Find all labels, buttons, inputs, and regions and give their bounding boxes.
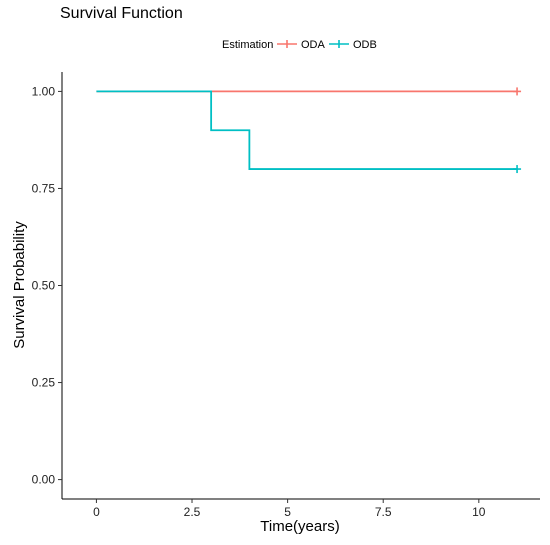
x-tick-label: 5 bbox=[284, 505, 291, 519]
y-tick-label: 0.25 bbox=[32, 376, 56, 390]
y-axis-ticks: 0.00 0.25 0.50 0.75 1.00 bbox=[32, 84, 62, 487]
censor-mark-odb bbox=[513, 165, 522, 174]
x-tick-label: 0 bbox=[93, 505, 100, 519]
x-tick-label: 2.5 bbox=[184, 505, 201, 519]
x-tick-label: 10 bbox=[472, 505, 486, 519]
y-tick-label: 1.00 bbox=[32, 84, 56, 98]
x-axis-ticks: 0 2.5 5 7.5 10 bbox=[93, 499, 486, 519]
legend-item-odb: ODB bbox=[329, 39, 377, 51]
y-tick-label: 0.00 bbox=[32, 473, 56, 487]
legend-item-oda: ODA bbox=[277, 39, 326, 51]
legend: Estimation ODA ODB bbox=[222, 39, 377, 51]
legend-label-oda: ODA bbox=[301, 39, 326, 51]
y-tick-label: 0.75 bbox=[32, 181, 56, 195]
series-line-odb bbox=[96, 90, 518, 170]
x-tick-label: 7.5 bbox=[375, 505, 392, 519]
y-tick-label: 0.50 bbox=[32, 279, 56, 293]
legend-label-odb: ODB bbox=[353, 39, 377, 51]
legend-title: Estimation bbox=[222, 39, 273, 51]
series-layer bbox=[96, 87, 522, 174]
x-axis-title: Time(years) bbox=[260, 518, 339, 535]
censor-mark-oda bbox=[513, 87, 522, 96]
y-axis-title: Survival Probability bbox=[11, 221, 28, 349]
chart-title: Survival Function bbox=[60, 5, 183, 22]
